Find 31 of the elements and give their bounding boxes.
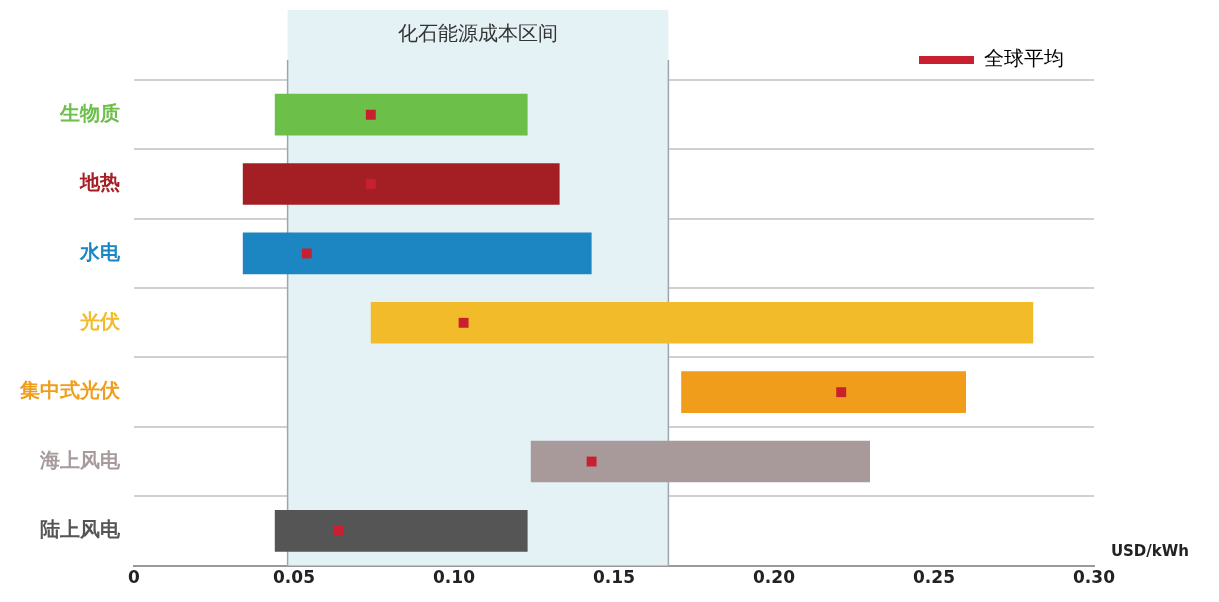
point: [836, 387, 847, 398]
x-tick-label: 0.10: [433, 567, 476, 588]
point: [301, 248, 312, 259]
bar: [242, 232, 592, 275]
y-tick-label: 集中式光伏: [19, 378, 121, 403]
y-tick-label: 水电: [79, 239, 121, 264]
x-tick-label: 0.15: [593, 567, 635, 588]
bar: [242, 163, 560, 205]
band-label: 化石能源成本区间: [398, 21, 558, 46]
point: [333, 525, 344, 536]
x-axis-title: USD/kWh: [1110, 541, 1189, 560]
y-tick-label: 生物质: [59, 100, 120, 125]
x-tick-label: 0.20: [753, 567, 796, 588]
y-tick-label: 陆上风电: [40, 517, 121, 542]
bar: [681, 371, 966, 413]
point: [365, 179, 376, 190]
x-tick-label: 0.25: [913, 567, 955, 588]
x-tick-label: 0: [128, 567, 141, 588]
bar: [530, 440, 870, 483]
x-tick-label: 0.30: [1073, 567, 1116, 588]
x-tick-label: 0.05: [273, 567, 315, 588]
bar: [370, 301, 1034, 344]
bar: [274, 93, 528, 136]
point: [586, 456, 597, 467]
y-tick-label: 海上风电: [39, 447, 121, 472]
point: [458, 317, 469, 328]
point: [365, 109, 376, 120]
y-tick-label: 光伏: [79, 309, 121, 333]
bar: [274, 510, 528, 552]
legend-label: 全球平均: [984, 46, 1064, 71]
y-tick-label: 地热: [79, 170, 120, 195]
